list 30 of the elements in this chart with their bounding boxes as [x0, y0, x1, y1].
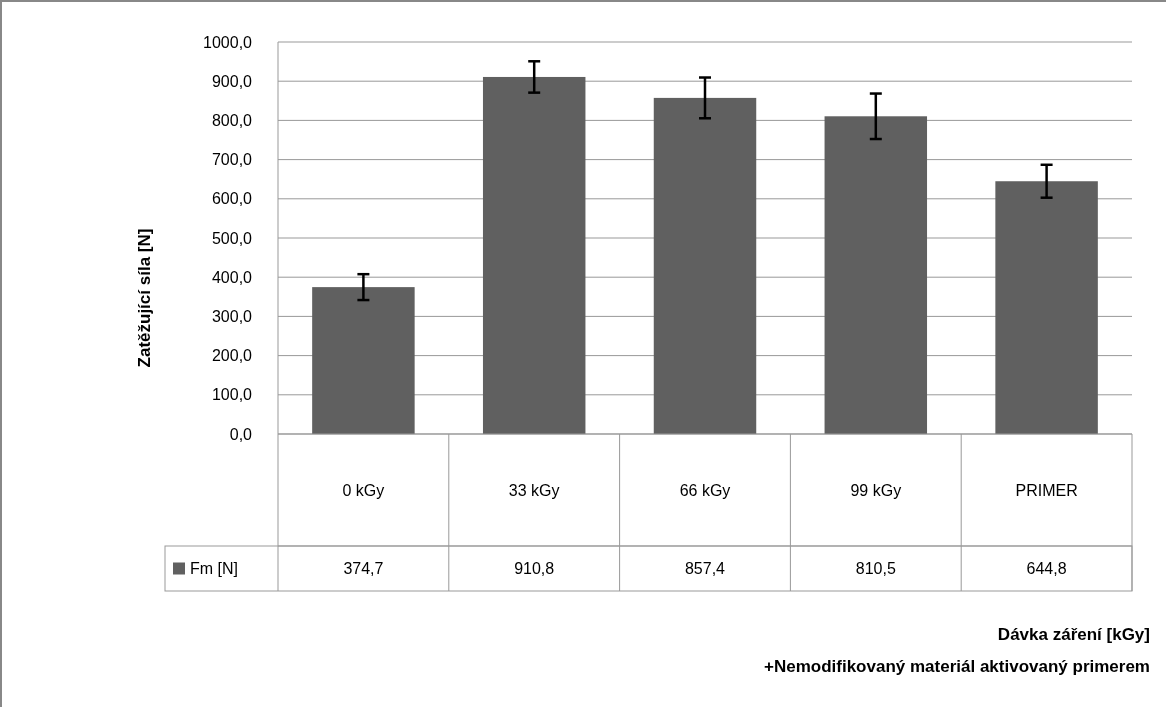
y-tick-label: 800,0	[211, 112, 253, 129]
y-tick-label: 500,0	[211, 229, 253, 247]
text: 857,4	[684, 560, 726, 578]
bar	[995, 181, 1098, 434]
text: 910,8	[514, 560, 555, 578]
text: 644,8	[1026, 560, 1067, 578]
text: 374,7	[343, 560, 384, 578]
x-tick-label: 0 kGy	[342, 481, 385, 499]
bar	[824, 116, 928, 434]
y-tick-label: 100,0	[211, 386, 253, 404]
y-tick-label: 1000,0	[203, 33, 253, 51]
y-tick-label: 0,0	[229, 425, 253, 443]
y-axis-title: Zatěžující síla [N]	[135, 228, 154, 368]
bar	[482, 76, 586, 434]
y-tick-label: 900,0	[211, 72, 253, 90]
y-tick-label: 200,0	[211, 347, 253, 365]
legend-label: Fm [N]	[190, 560, 238, 578]
x-tick-label: 99 kGy	[850, 481, 902, 499]
y-tick-label: 600,0	[211, 190, 253, 208]
y-tick-label: 400,0	[211, 268, 253, 286]
text: 810,5	[855, 560, 896, 578]
x-tick-label: 66 kGy	[679, 481, 731, 499]
x-tick-label: 33 kGy	[508, 481, 560, 499]
text: Dávka záření [kGy]	[997, 625, 1150, 644]
y-tick-label: 300,0	[211, 308, 253, 325]
x-tick-label: PRIMER	[1015, 481, 1078, 499]
bar	[312, 287, 415, 434]
y-tick-label: 700,0	[211, 151, 253, 169]
text: +Nemodifikovaný materiál aktivovaný primerem	[764, 657, 1150, 676]
bar	[653, 97, 757, 434]
